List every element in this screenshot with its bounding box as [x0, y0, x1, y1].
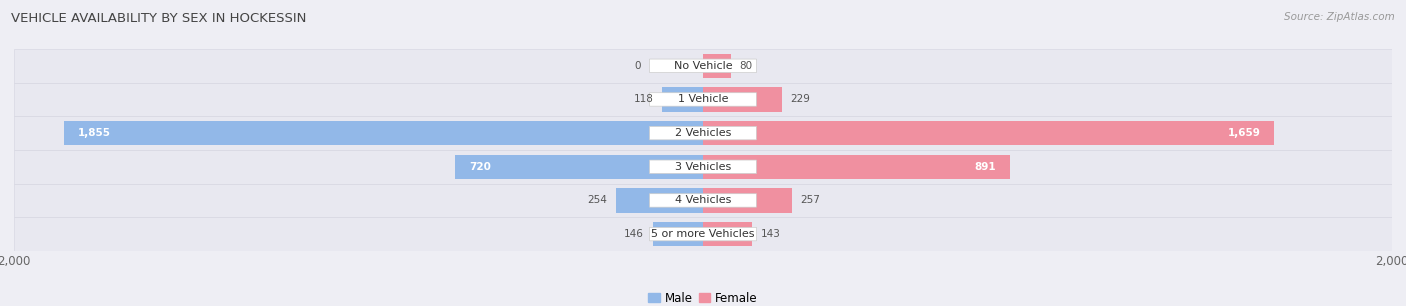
- Text: 229: 229: [790, 95, 810, 104]
- Bar: [14, 116, 1392, 150]
- FancyBboxPatch shape: [650, 126, 756, 140]
- Bar: [703, 121, 1274, 145]
- FancyBboxPatch shape: [650, 160, 756, 174]
- Bar: [616, 188, 703, 213]
- Bar: [703, 87, 782, 112]
- Text: 2 Vehicles: 2 Vehicles: [675, 128, 731, 138]
- FancyBboxPatch shape: [650, 59, 756, 73]
- Text: 118: 118: [634, 95, 654, 104]
- FancyBboxPatch shape: [650, 93, 756, 106]
- Text: 1,855: 1,855: [77, 128, 111, 138]
- Bar: [14, 150, 1392, 184]
- Legend: Male, Female: Male, Female: [644, 287, 762, 306]
- Bar: [14, 83, 1392, 116]
- Text: 5 or more Vehicles: 5 or more Vehicles: [651, 229, 755, 239]
- Bar: [456, 155, 703, 179]
- Text: No Vehicle: No Vehicle: [673, 61, 733, 71]
- Text: 3 Vehicles: 3 Vehicles: [675, 162, 731, 172]
- Text: 254: 254: [588, 196, 607, 205]
- Bar: [703, 188, 792, 213]
- Bar: [703, 155, 1010, 179]
- Bar: [14, 49, 1392, 83]
- Bar: [703, 54, 731, 78]
- Text: 143: 143: [761, 229, 780, 239]
- Text: 0: 0: [634, 61, 641, 71]
- Text: Source: ZipAtlas.com: Source: ZipAtlas.com: [1284, 12, 1395, 22]
- FancyBboxPatch shape: [650, 227, 756, 241]
- Bar: [662, 87, 703, 112]
- Bar: [14, 184, 1392, 217]
- Bar: [652, 222, 703, 246]
- Text: 257: 257: [800, 196, 820, 205]
- Bar: [14, 217, 1392, 251]
- Bar: [703, 222, 752, 246]
- Text: 1,659: 1,659: [1227, 128, 1261, 138]
- Text: 146: 146: [624, 229, 644, 239]
- Text: 720: 720: [468, 162, 491, 172]
- FancyBboxPatch shape: [650, 194, 756, 207]
- Text: 891: 891: [974, 162, 995, 172]
- Text: 4 Vehicles: 4 Vehicles: [675, 196, 731, 205]
- Text: VEHICLE AVAILABILITY BY SEX IN HOCKESSIN: VEHICLE AVAILABILITY BY SEX IN HOCKESSIN: [11, 12, 307, 25]
- Text: 80: 80: [740, 61, 752, 71]
- Bar: [65, 121, 703, 145]
- Text: 1 Vehicle: 1 Vehicle: [678, 95, 728, 104]
